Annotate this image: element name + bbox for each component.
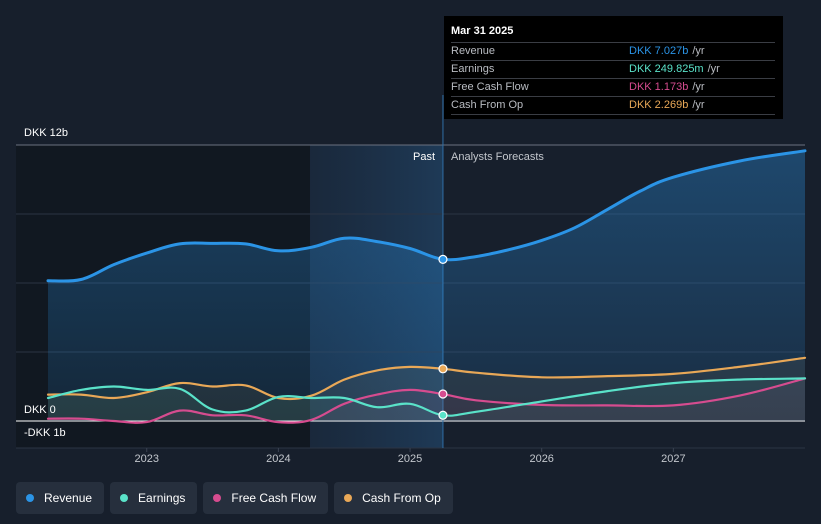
legend-item-free-cash-flow[interactable]: Free Cash Flow	[203, 482, 329, 514]
x-tick-label: 2023	[134, 453, 158, 465]
tooltip-value: DKK 2.269b	[629, 99, 689, 111]
y-label-zero: DKK 0	[24, 404, 56, 416]
forecast-label: Analysts Forecasts	[451, 151, 544, 163]
legend-label: Free Cash Flow	[231, 491, 317, 505]
tooltip-label: Revenue	[451, 45, 496, 57]
cash-from-op-line	[46, 356, 807, 401]
legend: Revenue Earnings Free Cash Flow Cash Fro…	[16, 482, 453, 514]
revenue-area	[48, 150, 805, 422]
tooltip-label: Cash From Op	[451, 99, 524, 111]
free-cash-flow-marker	[438, 389, 448, 399]
tooltip-unit: /yr	[692, 81, 705, 93]
legend-label: Revenue	[44, 491, 93, 505]
cash-from-op-dot-icon	[344, 494, 353, 502]
tooltip-label: Free Cash Flow	[451, 81, 529, 93]
tooltip-value: DKK 1.173b	[629, 81, 689, 93]
legend-item-revenue[interactable]: Revenue	[16, 482, 105, 514]
earnings-dot-icon	[120, 494, 129, 502]
tooltip-unit: /yr	[707, 63, 720, 75]
free-cash-flow-area	[48, 378, 805, 423]
legend-item-earnings[interactable]: Earnings	[110, 482, 198, 514]
tooltip-panel: Mar 31 2025 Revenue DKK 7.027b /yr Earni…	[444, 16, 783, 119]
legend-label: Earnings	[138, 491, 186, 505]
revenue-marker	[438, 254, 448, 264]
chart-area: DKK 12b DKK 0 -DKK 1b Past Analysts Fore…	[16, 95, 807, 465]
legend-label: Cash From Op	[362, 491, 441, 505]
x-tick-label: 2027	[661, 453, 685, 465]
tooltip-unit: /yr	[692, 45, 705, 57]
revenue-dot-icon	[26, 494, 34, 502]
tooltip-row-earnings: Earnings DKK 249.825m /yr	[451, 60, 775, 78]
y-label-bottom: -DKK 1b	[24, 427, 66, 439]
tooltip-value: DKK 249.825m	[629, 63, 704, 75]
tooltip-date: Mar 31 2025	[451, 25, 514, 37]
legend-item-cash-from-op[interactable]: Cash From Op	[334, 482, 453, 514]
tooltip-unit: /yr	[692, 99, 705, 111]
tooltip-label: Earnings	[451, 63, 495, 75]
tooltip-value: DKK 7.027b	[629, 45, 689, 57]
x-tick-label: 2026	[529, 453, 553, 465]
free-cash-flow-line	[46, 377, 807, 424]
earnings-marker	[438, 410, 448, 420]
earnings-line	[46, 377, 807, 417]
cash-from-op-marker	[438, 364, 448, 374]
x-tick-label: 2024	[266, 453, 290, 465]
free-cash-flow-dot-icon	[213, 494, 222, 502]
revenue-line	[46, 149, 807, 283]
tooltip-row-free-cash-flow: Free Cash Flow DKK 1.173b /yr	[451, 78, 775, 96]
tooltip-row-cash-from-op: Cash From Op DKK 2.269b /yr	[451, 96, 775, 115]
tooltip-row-revenue: Revenue DKK 7.027b /yr	[451, 42, 775, 60]
x-tick-label: 2025	[398, 453, 422, 465]
past-label: Past	[413, 151, 435, 163]
earnings-area	[48, 378, 805, 421]
y-label-top: DKK 12b	[24, 127, 68, 139]
